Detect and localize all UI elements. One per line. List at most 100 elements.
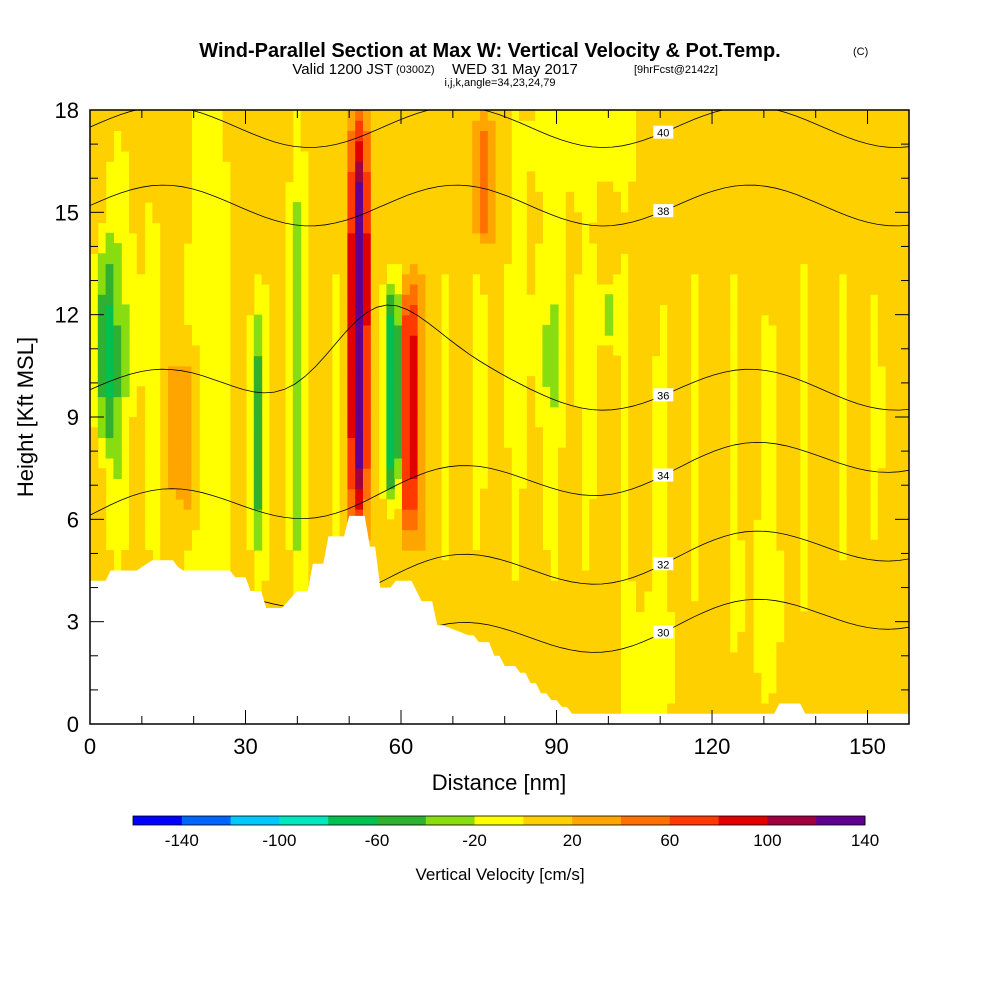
velocity-cell xyxy=(565,642,575,653)
velocity-cell xyxy=(129,140,138,152)
velocity-cell xyxy=(363,171,372,183)
velocity-cell xyxy=(425,447,434,459)
velocity-cell xyxy=(698,652,707,664)
velocity-cell xyxy=(495,488,504,500)
velocity-cell xyxy=(792,110,801,121)
velocity-cell xyxy=(721,672,731,684)
velocity-cell xyxy=(316,181,325,193)
velocity-cell xyxy=(885,181,894,193)
velocity-cell xyxy=(885,263,894,275)
velocity-cell xyxy=(823,488,832,500)
velocity-cell xyxy=(862,110,871,121)
velocity-cell xyxy=(464,181,473,193)
velocity-cell xyxy=(628,406,637,418)
velocity-cell xyxy=(105,110,114,121)
velocity-cell xyxy=(721,468,731,479)
velocity-cell xyxy=(792,560,801,572)
velocity-cell xyxy=(721,457,731,469)
velocity-cell xyxy=(885,447,894,459)
velocity-cell xyxy=(97,560,107,572)
velocity-cell xyxy=(160,550,169,561)
velocity-cell xyxy=(378,550,387,561)
velocity-cell xyxy=(238,181,247,193)
velocity-cell xyxy=(636,590,645,602)
velocity-cell xyxy=(253,212,263,224)
velocity-cell xyxy=(363,345,372,357)
velocity-cell xyxy=(745,232,754,244)
velocity-cell xyxy=(425,570,434,582)
velocity-cell xyxy=(495,314,504,326)
velocity-cell xyxy=(675,314,684,326)
velocity-cell xyxy=(534,631,543,643)
velocity-cell xyxy=(636,110,645,121)
velocity-cell xyxy=(612,703,621,715)
velocity-cell xyxy=(277,304,286,316)
velocity-cell xyxy=(870,601,879,613)
velocity-cell xyxy=(651,243,660,254)
velocity-cell xyxy=(292,396,302,408)
velocity-cell xyxy=(831,181,840,193)
velocity-cell xyxy=(355,181,364,193)
velocity-cell xyxy=(183,386,192,398)
velocity-cell xyxy=(643,355,653,367)
velocity-cell xyxy=(433,601,442,613)
velocity-cell xyxy=(682,488,692,500)
velocity-cell xyxy=(129,539,138,551)
velocity-cell xyxy=(885,611,894,623)
velocity-cell xyxy=(870,273,879,285)
velocity-cell xyxy=(550,611,559,623)
velocity-cell xyxy=(168,150,177,162)
velocity-cell xyxy=(168,427,177,439)
velocity-cell xyxy=(854,662,863,674)
velocity-cell xyxy=(721,631,731,643)
velocity-cell xyxy=(854,427,863,439)
velocity-cell xyxy=(269,601,278,613)
velocity-cell xyxy=(168,120,177,132)
velocity-cell xyxy=(339,376,348,387)
velocity-cell xyxy=(784,642,793,653)
velocity-cell xyxy=(589,672,598,684)
velocity-cell xyxy=(526,662,536,674)
velocity-cell xyxy=(877,590,887,602)
velocity-cell xyxy=(277,427,286,439)
velocity-cell xyxy=(636,161,645,172)
velocity-cell xyxy=(862,539,871,551)
velocity-cell xyxy=(776,161,785,172)
velocity-cell xyxy=(160,161,169,172)
velocity-cell xyxy=(277,498,286,510)
velocity-cell xyxy=(464,611,473,623)
colorbar-swatch xyxy=(279,816,329,825)
velocity-cell xyxy=(846,447,855,459)
velocity-cell xyxy=(597,693,606,705)
velocity-cell xyxy=(316,263,325,275)
velocity-cell xyxy=(456,171,465,183)
velocity-cell xyxy=(604,181,614,193)
velocity-cell xyxy=(363,468,372,479)
velocity-cell xyxy=(776,519,785,531)
velocity-cell xyxy=(721,427,731,439)
velocity-cell xyxy=(269,365,278,377)
velocity-cell xyxy=(183,365,192,377)
colorbar-swatch xyxy=(767,816,817,825)
velocity-cell xyxy=(870,570,879,582)
velocity-cell xyxy=(854,120,863,132)
velocity-cell xyxy=(472,590,481,602)
velocity-cell xyxy=(792,232,801,244)
velocity-cell xyxy=(698,631,707,643)
velocity-cell xyxy=(277,519,286,531)
velocity-cell xyxy=(355,488,364,500)
velocity-cell xyxy=(277,120,286,132)
velocity-cell xyxy=(721,396,731,408)
velocity-cell xyxy=(316,294,325,306)
velocity-cell xyxy=(659,283,668,295)
velocity-cell xyxy=(308,232,317,244)
velocity-cell xyxy=(784,324,793,336)
velocity-cell xyxy=(854,457,863,469)
velocity-cell xyxy=(706,191,715,203)
velocity-cell xyxy=(893,590,902,602)
velocity-cell xyxy=(433,161,442,172)
velocity-cell xyxy=(409,202,419,213)
velocity-cell xyxy=(643,539,653,551)
velocity-cell xyxy=(339,529,348,541)
velocity-cell xyxy=(862,447,871,459)
